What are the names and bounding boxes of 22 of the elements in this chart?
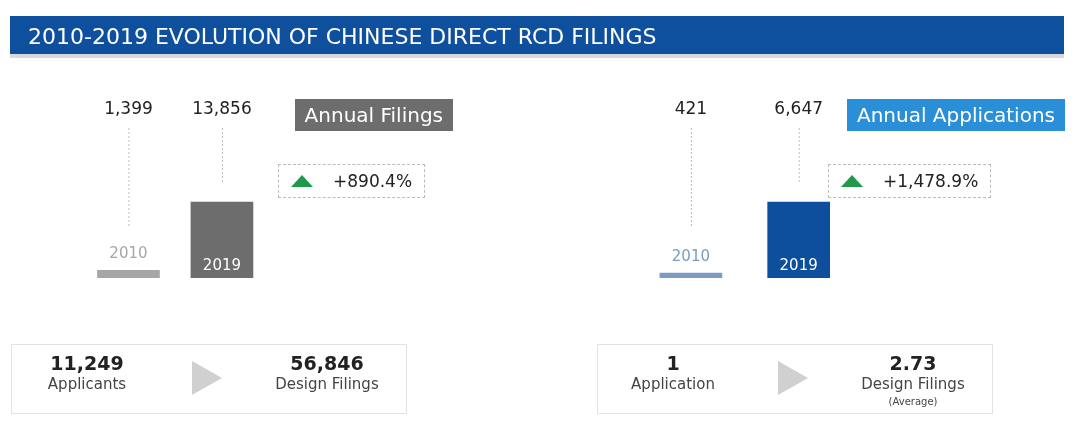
text: Design Filings xyxy=(860,375,966,393)
x-tick-label: 2019 xyxy=(779,255,818,274)
text: Design Filings xyxy=(274,375,380,393)
text: (Average) xyxy=(887,395,939,409)
data-label: 1,399 xyxy=(104,98,153,119)
text: 11,249 xyxy=(49,351,125,375)
x-tick-label: 2019 xyxy=(202,255,242,274)
x-tick-label: 2010 xyxy=(671,247,710,266)
text: 1 xyxy=(665,351,681,375)
data-label: 13,856 xyxy=(192,98,252,119)
data-label: 6,647 xyxy=(774,98,824,119)
text: +890.4% xyxy=(333,171,413,191)
x-tick-label: 2010 xyxy=(109,244,148,263)
text: Application xyxy=(630,375,716,393)
text: Applicants xyxy=(46,375,128,393)
text: Annual Filings xyxy=(294,99,453,131)
text: +1,478.9% xyxy=(883,171,979,191)
data-label: 421 xyxy=(674,98,708,119)
text: 2.73 xyxy=(888,351,938,375)
text: 2010-2019 EVOLUTION OF CHINESE DIRECT RCD FILINGS xyxy=(10,16,1064,58)
text: Annual Applications xyxy=(846,99,1065,131)
text: 56,846 xyxy=(289,351,365,375)
